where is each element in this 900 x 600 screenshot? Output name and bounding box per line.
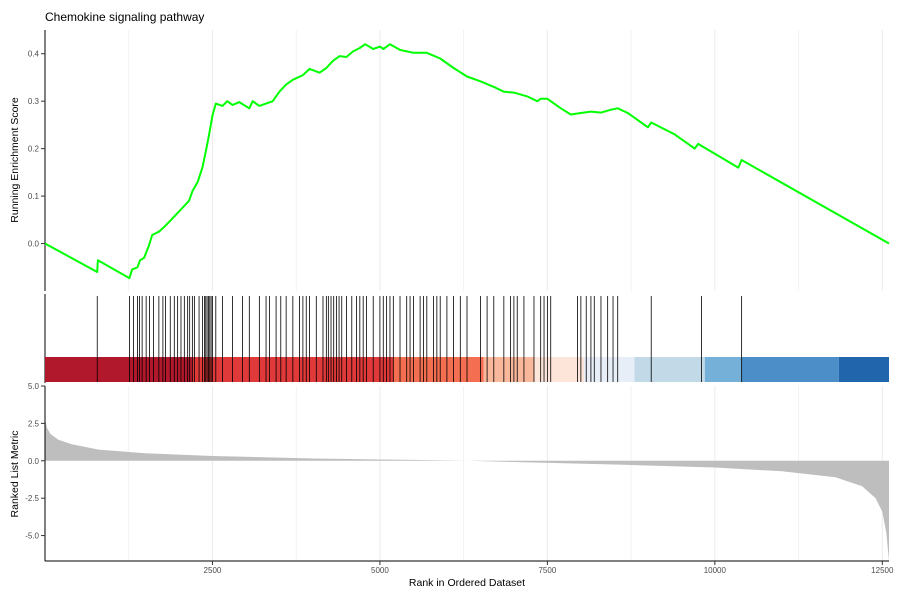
color-band [45, 357, 193, 382]
x-ticks: 2500 5000 7500 10000 12500 [204, 561, 894, 575]
chart-title: Chemokine signaling pathway [45, 10, 204, 24]
color-band [634, 357, 705, 382]
ranked-metric-area [45, 418, 889, 561]
top-y-ticks: 0.0 0.1 0.2 0.3 0.4 [28, 50, 45, 249]
top-y-axis-label: Running Enrichment Score [9, 97, 21, 223]
bottom-y-axis-label: Ranked List Metric [9, 431, 21, 518]
top-grid [128, 30, 883, 291]
y-tick-label: -5.0 [25, 532, 39, 541]
running-score-line [44, 43, 890, 280]
x-tick-label: 7500 [538, 566, 556, 575]
y-tick-label: 2.5 [28, 419, 40, 428]
color-band [533, 357, 585, 382]
color-band [838, 357, 889, 382]
x-tick-label: 12500 [871, 566, 894, 575]
y-tick-label: 5.0 [28, 382, 40, 391]
y-tick-label: 0.0 [28, 457, 40, 466]
bottom-y-ticks: 5.0 2.5 0.0 -2.5 -5.0 [25, 382, 45, 541]
y-tick-label: 0.1 [28, 192, 40, 201]
y-tick-label: 0.0 [28, 240, 40, 249]
y-tick-label: 0.2 [28, 145, 40, 154]
running-score-panel: 0.0 0.1 0.2 0.3 0.4 Running Enrichment Score [9, 30, 890, 291]
color-band [704, 357, 742, 382]
color-band [584, 357, 635, 382]
x-axis-label: Rank in Ordered Dataset [409, 577, 525, 589]
bottom-grid [128, 386, 883, 561]
hits-panel [44, 294, 889, 383]
color-band [741, 357, 839, 382]
y-tick-label: -2.5 [25, 494, 39, 503]
x-tick-label: 2500 [204, 566, 222, 575]
y-tick-label: 0.3 [28, 97, 40, 106]
color-band [483, 357, 534, 382]
x-tick-label: 10000 [704, 566, 727, 575]
gene-hit-ticks [96, 296, 743, 382]
color-band [393, 357, 484, 382]
ranked-metric-panel: 5.0 2.5 0.0 -2.5 -5.0 2500 5000 7500 10000 12500… [9, 382, 894, 589]
y-tick-label: 0.4 [28, 50, 40, 59]
x-tick-label: 5000 [371, 566, 389, 575]
